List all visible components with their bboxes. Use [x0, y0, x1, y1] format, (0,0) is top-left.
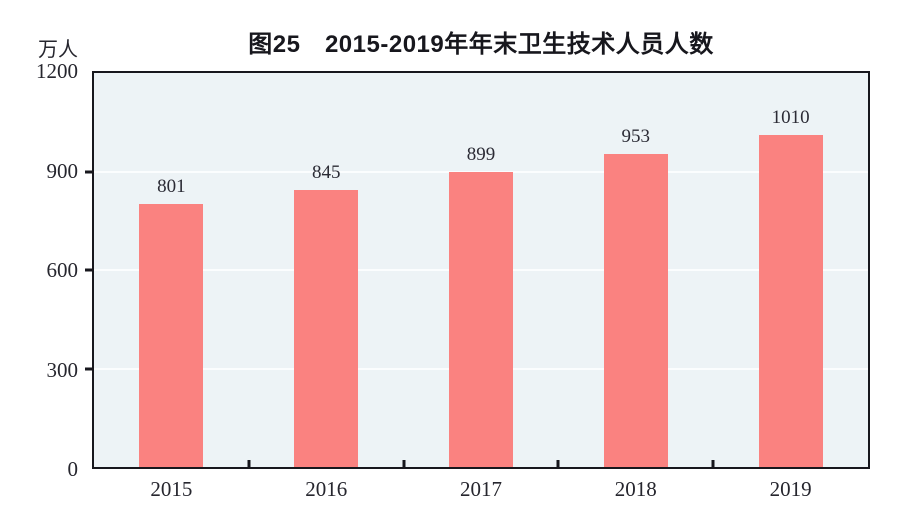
x-tick-1 [247, 460, 251, 467]
y-tick-label-900: 900 [46, 158, 79, 183]
y-tick-label-300: 300 [46, 357, 79, 382]
bar-2019 [758, 135, 823, 467]
x-category-label-2017: 2017 [460, 477, 502, 501]
y-tick-900 [85, 170, 92, 173]
x-category-label-2015: 2015 [150, 477, 193, 501]
bar-value-label-2018: 953 [621, 126, 651, 148]
x-tick-3 [556, 460, 560, 467]
plot-inner: 801 845 899 953 1010 [85, 73, 868, 467]
y-tick-300 [85, 367, 92, 370]
x-category-label-2016: 2016 [305, 477, 348, 501]
x-category-label-2018: 2018 [614, 477, 657, 501]
y-tick-600 [85, 268, 92, 272]
bar-2017 [449, 171, 513, 467]
plot-area: 801 845 899 953 1010 [85, 71, 870, 469]
y-axis-unit-label: 万人 [38, 39, 78, 61]
y-tick-label-1200: 1200 [36, 59, 78, 83]
bar-2015 [139, 204, 204, 467]
x-tick-2 [402, 460, 406, 467]
x-category-label-2019: 2019 [769, 477, 812, 501]
y-tick-label-600: 600 [46, 258, 79, 282]
bar-2018 [603, 154, 668, 467]
bar-2016 [294, 189, 359, 467]
bar-value-label-2017: 899 [466, 143, 496, 165]
bar-value-label-2016: 845 [311, 161, 341, 183]
gridline-900 [94, 170, 868, 173]
y-tick-label-0: 0 [67, 457, 79, 481]
bar-value-label-2015: 801 [157, 176, 186, 198]
chart-title: 图25 2015-2019年年末卫生技术人员人数 [248, 31, 714, 58]
x-tick-4 [711, 460, 715, 467]
bar-value-label-2019: 1010 [771, 107, 810, 129]
